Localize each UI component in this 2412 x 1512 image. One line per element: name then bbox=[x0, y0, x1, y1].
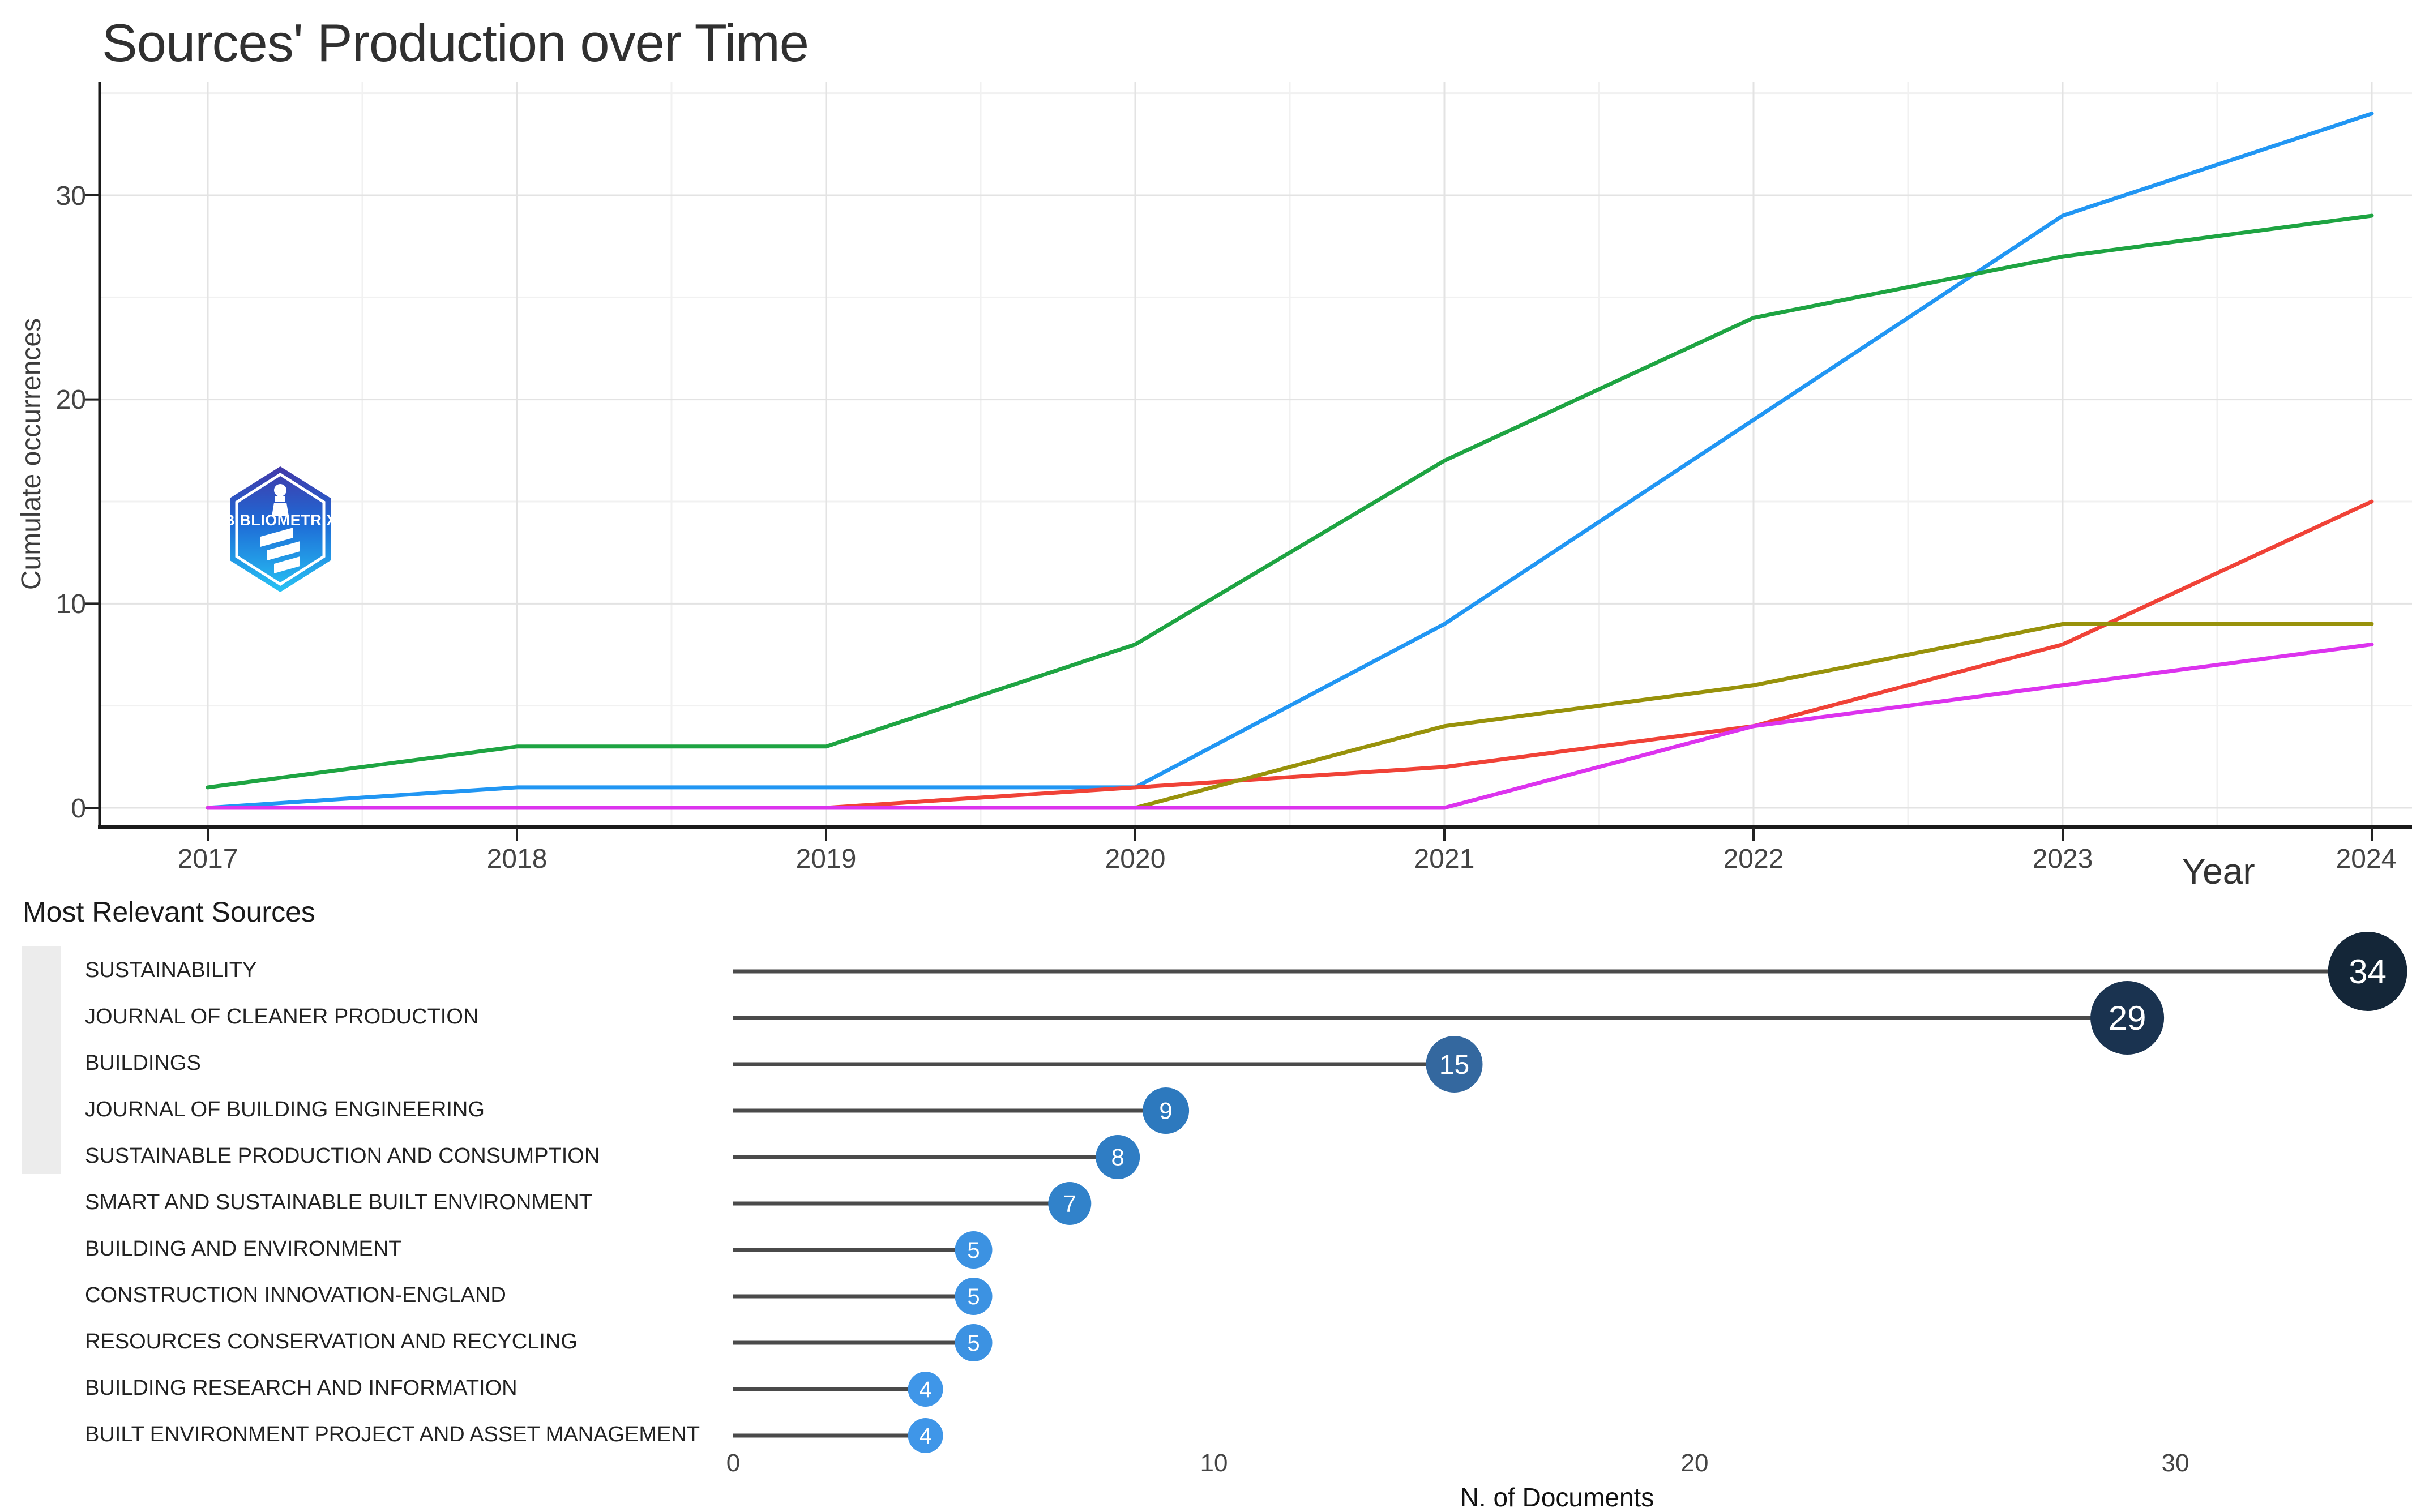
x-tick-2018: 2018 bbox=[486, 844, 548, 874]
lollipop-value: 8 bbox=[1111, 1144, 1124, 1171]
lollipop-dot bbox=[908, 1372, 943, 1407]
docs-tick-30: 30 bbox=[2161, 1449, 2189, 1477]
docs-tick-20: 20 bbox=[1680, 1449, 1709, 1477]
lollipop-dot bbox=[955, 1231, 993, 1269]
lollipop-dot bbox=[1143, 1087, 1190, 1134]
lollipop-dot bbox=[1426, 1036, 1483, 1093]
x-tick-2024: 2024 bbox=[2336, 844, 2397, 874]
x-tick-2017: 2017 bbox=[177, 844, 238, 874]
lollipop-value: 9 bbox=[1159, 1098, 1172, 1124]
source-label-6: SMART AND SUSTAINABLE BUILT ENVIRONMENT bbox=[85, 1190, 593, 1214]
lollipop-value: 4 bbox=[919, 1424, 931, 1449]
x-tick-2021: 2021 bbox=[1414, 844, 1475, 874]
lollipop-value: 34 bbox=[2349, 953, 2387, 991]
y-tick-0: 0 bbox=[71, 794, 86, 824]
docs-axis-label: N. of Documents bbox=[1460, 1483, 1654, 1512]
x-tick-2023: 2023 bbox=[2032, 844, 2093, 874]
page-title: Sources' Production over Time bbox=[102, 13, 809, 72]
section-title: Most Relevant Sources bbox=[23, 896, 315, 928]
series-line-sustainable-production-and-consumption bbox=[206, 642, 2374, 810]
x-tick-2022: 2022 bbox=[1723, 844, 1784, 874]
logo-hexagon bbox=[230, 466, 331, 592]
source-label-7: BUILDING AND ENVIRONMENT bbox=[85, 1237, 402, 1261]
lollipop-value: 15 bbox=[1439, 1050, 1469, 1080]
source-label-9: RESOURCES CONSERVATION AND RECYCLING bbox=[85, 1330, 578, 1353]
logo-wordmark: BIBLIOMETRIX bbox=[224, 512, 336, 529]
lollipop-dot bbox=[2328, 932, 2407, 1011]
source-label-10: BUILDING RESEARCH AND INFORMATION bbox=[85, 1376, 518, 1400]
lollipop-value: 4 bbox=[919, 1377, 931, 1402]
lollipop-value: 5 bbox=[967, 1284, 980, 1309]
source-label-8: CONSTRUCTION INNOVATION-ENGLAND bbox=[85, 1283, 506, 1307]
y-tick-20: 20 bbox=[55, 385, 86, 415]
logo-hexagon-inner-border bbox=[235, 473, 326, 586]
lollipop-dot bbox=[1048, 1182, 1092, 1225]
x-tick-2020: 2020 bbox=[1105, 844, 1166, 874]
lollipop-dot bbox=[1096, 1135, 1140, 1179]
lollipop-dot bbox=[955, 1324, 993, 1361]
x-tick-2019: 2019 bbox=[796, 844, 857, 874]
lollipop-value: 5 bbox=[967, 1331, 980, 1356]
y-tick-30: 30 bbox=[55, 181, 86, 211]
lollipop-dot bbox=[955, 1278, 993, 1315]
legend-key-strip bbox=[22, 946, 61, 1174]
source-label-11: BUILT ENVIRONMENT PROJECT AND ASSET MANA… bbox=[85, 1423, 700, 1446]
source-label-3: BUILDINGS bbox=[85, 1051, 201, 1075]
x-axis-label: Year bbox=[2182, 851, 2255, 892]
lollipop-value: 5 bbox=[967, 1238, 980, 1263]
docs-tick-10: 10 bbox=[1200, 1449, 1228, 1477]
lollipop-value: 7 bbox=[1063, 1190, 1076, 1217]
y-tick-10: 10 bbox=[55, 589, 86, 619]
bibliometrix-logo: BIBLIOMETRIX bbox=[224, 466, 336, 592]
source-label-5: SUSTAINABLE PRODUCTION AND CONSUMPTION bbox=[85, 1144, 600, 1168]
source-label-4: JOURNAL OF BUILDING ENGINEERING bbox=[85, 1098, 485, 1121]
source-label-2: JOURNAL OF CLEANER PRODUCTION bbox=[85, 1005, 479, 1029]
lollipop-dot bbox=[2090, 981, 2165, 1055]
series-line-journal-of-cleaner-production bbox=[206, 213, 2374, 790]
lighthouse-icon bbox=[260, 484, 300, 573]
lollipop-value: 29 bbox=[2109, 999, 2146, 1037]
source-label-1: SUSTAINABILITY bbox=[85, 958, 257, 982]
series-line-sustainability bbox=[206, 112, 2374, 810]
lollipop-dot bbox=[908, 1418, 943, 1453]
docs-tick-0: 0 bbox=[726, 1449, 741, 1477]
